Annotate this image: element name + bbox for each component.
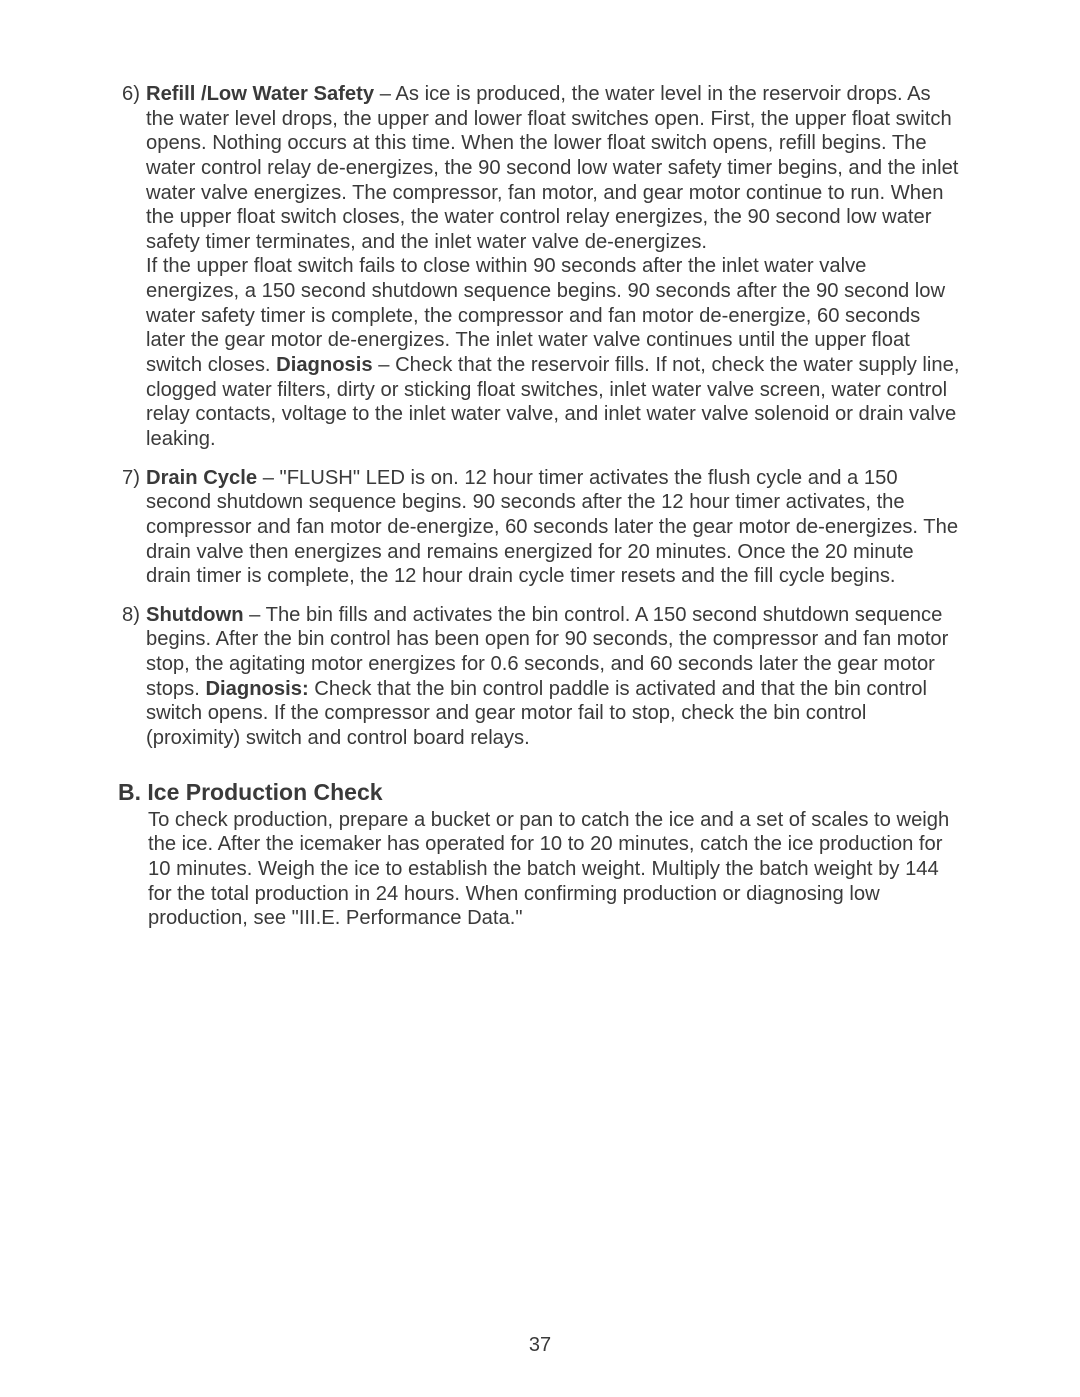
section-heading: B. Ice Production Check bbox=[118, 779, 964, 806]
item-number: 6) bbox=[118, 82, 146, 452]
page-content: 6) Refill /Low Water Safety – As ice is … bbox=[118, 82, 964, 931]
item-number: 8) bbox=[118, 603, 146, 751]
item-title: Shutdown bbox=[146, 604, 244, 626]
item-para: If the upper float switch fails to close… bbox=[146, 254, 964, 451]
item-text: – "FLUSH" LED is on. 12 hour timer activ… bbox=[146, 467, 958, 588]
list-item: 8) Shutdown – The bin fills and activate… bbox=[118, 603, 964, 751]
item-body: Drain Cycle – "FLUSH" LED is on. 12 hour… bbox=[146, 466, 964, 589]
item-para: Shutdown – The bin fills and activates t… bbox=[146, 603, 964, 751]
item-title: Drain Cycle bbox=[146, 467, 257, 489]
page-number: 37 bbox=[0, 1334, 1080, 1357]
item-para: Refill /Low Water Safety – As ice is pro… bbox=[146, 82, 964, 254]
item-para: Drain Cycle – "FLUSH" LED is on. 12 hour… bbox=[146, 466, 964, 589]
section-body: To check production, prepare a bucket or… bbox=[148, 808, 964, 931]
list-item: 7) Drain Cycle – "FLUSH" LED is on. 12 h… bbox=[118, 466, 964, 589]
item-number: 7) bbox=[118, 466, 146, 589]
item-text: – As ice is produced, the water level in… bbox=[146, 83, 958, 253]
item-title: Refill /Low Water Safety bbox=[146, 83, 374, 105]
item-body: Refill /Low Water Safety – As ice is pro… bbox=[146, 82, 964, 452]
diagnosis-label: Diagnosis bbox=[276, 354, 372, 376]
list-item: 6) Refill /Low Water Safety – As ice is … bbox=[118, 82, 964, 452]
item-body: Shutdown – The bin fills and activates t… bbox=[146, 603, 964, 751]
diagnosis-label: Diagnosis: bbox=[205, 678, 308, 700]
